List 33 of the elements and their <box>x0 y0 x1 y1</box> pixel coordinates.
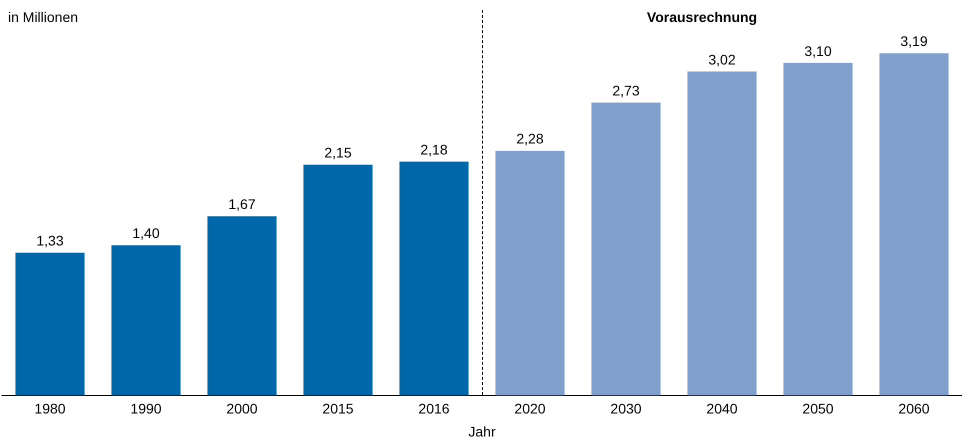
bar <box>207 216 277 396</box>
x-tick-label: 2000 <box>226 400 258 417</box>
data-label: 2,15 <box>324 144 352 161</box>
data-label: 2,18 <box>420 141 448 158</box>
bar <box>879 53 949 396</box>
x-tick-label: 1980 <box>34 400 66 417</box>
x-tick-label: 2040 <box>706 400 738 417</box>
bar <box>495 150 565 396</box>
x-tick-label: 2060 <box>898 400 930 417</box>
text: Vorausrechnung <box>646 8 758 25</box>
bar <box>111 245 181 396</box>
y-axis-title: in Millionen <box>8 8 78 25</box>
data-label: 1,33 <box>36 232 64 249</box>
bar <box>591 102 661 396</box>
bar <box>687 71 757 396</box>
bar <box>783 62 853 396</box>
x-tick-label: 1990 <box>130 400 162 417</box>
bar <box>303 164 373 396</box>
data-label: 3,02 <box>708 51 736 68</box>
data-label: 1,67 <box>228 196 256 212</box>
data-label: 2,28 <box>516 130 544 147</box>
bar <box>15 252 85 396</box>
x-tick-label: 2016 <box>418 400 450 417</box>
x-axis-title: Jahr <box>468 423 496 440</box>
x-tick-label: 2015 <box>322 400 354 417</box>
x-tick-label: 2030 <box>610 400 642 417</box>
x-tick-label: 2050 <box>802 400 834 417</box>
data-label: 1,40 <box>132 225 160 242</box>
x-tick-label: 2020 <box>514 400 546 417</box>
data-label: 3,10 <box>804 42 832 59</box>
bar <box>399 162 469 396</box>
data-label: 2,73 <box>612 82 640 98</box>
data-label: 3,19 <box>900 33 928 50</box>
